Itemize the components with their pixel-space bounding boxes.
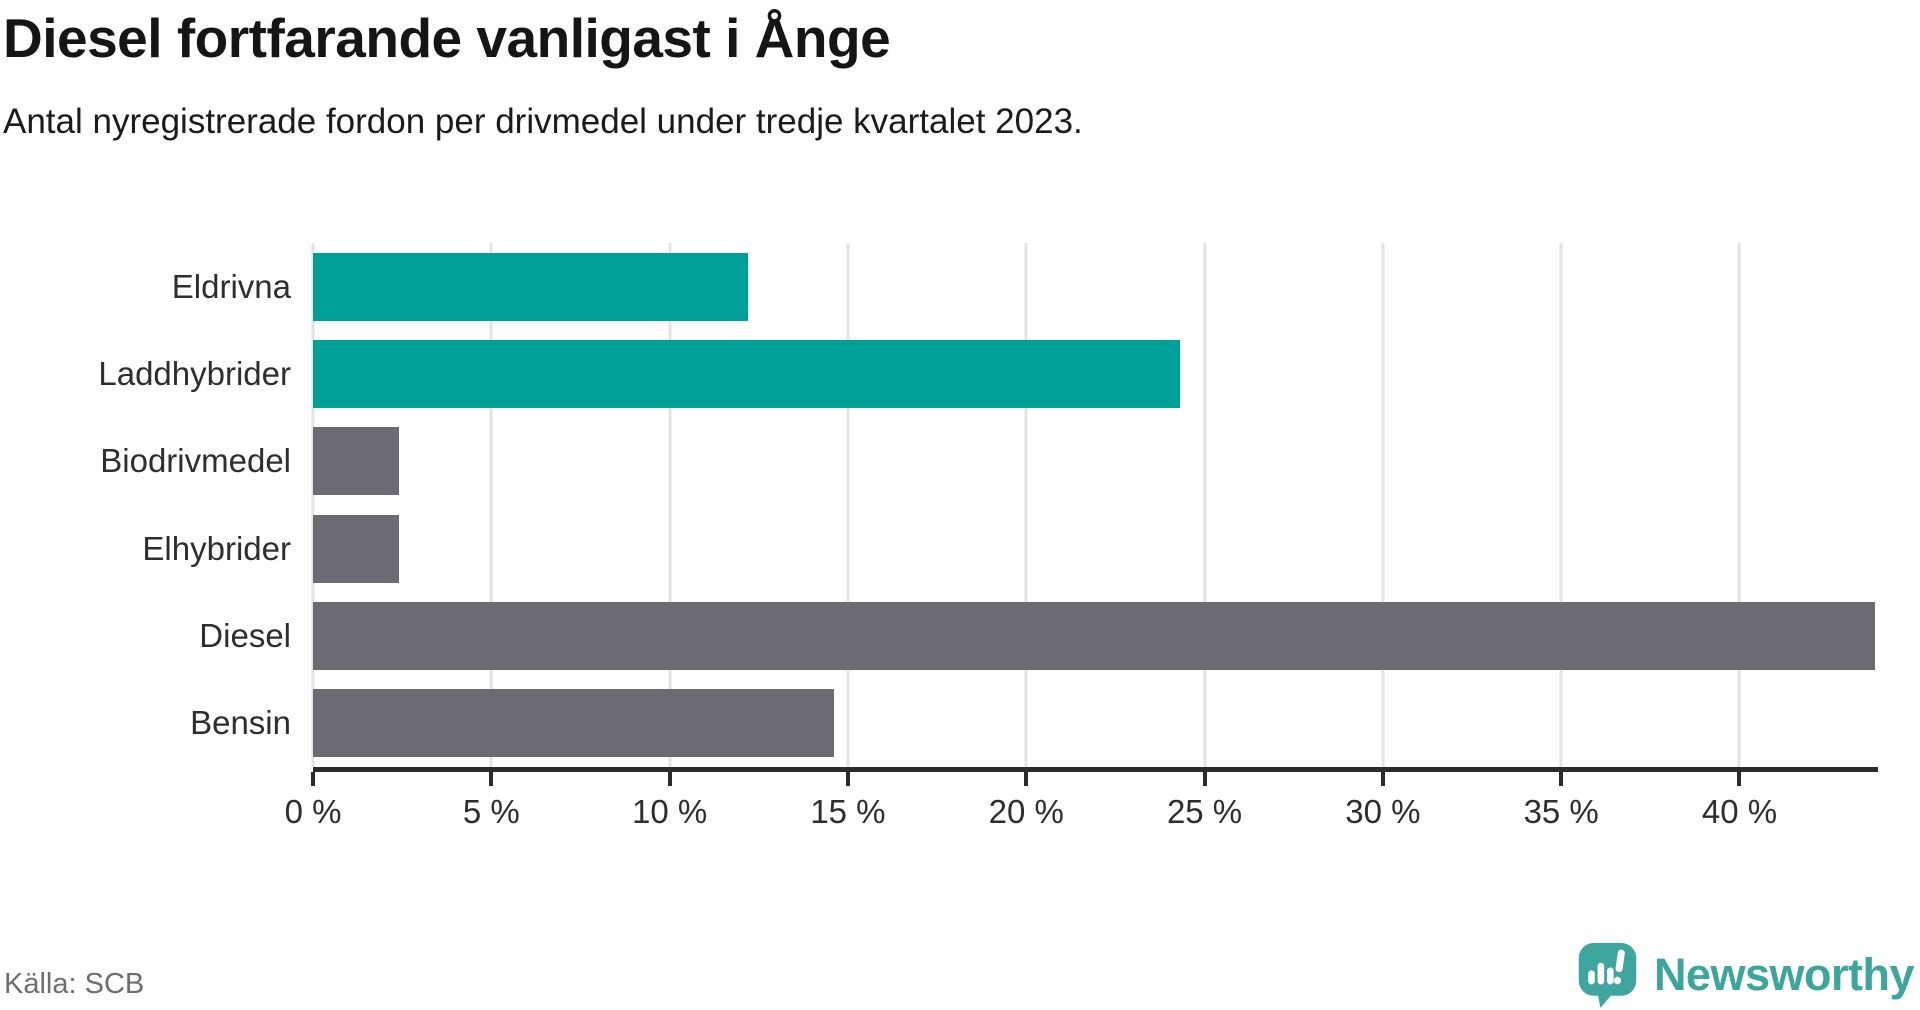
bar-row xyxy=(313,505,1875,592)
bar-elhybrider xyxy=(313,514,399,583)
gridline xyxy=(311,243,315,767)
newsworthy-wordmark: Newsworthy xyxy=(1653,949,1915,1000)
category-label: Elhybrider xyxy=(142,529,291,567)
chart-subtitle: Antal nyregistrerade fordon per drivmede… xyxy=(3,102,1083,141)
x-axis-tick-label: 30 % xyxy=(1345,793,1421,830)
x-axis-tick xyxy=(489,772,494,786)
bar-laddhybrider xyxy=(313,339,1180,408)
bars xyxy=(313,243,1875,767)
gridline xyxy=(489,243,493,767)
gridline xyxy=(1381,243,1385,767)
x-axis-tick-label: 40 % xyxy=(1701,793,1778,830)
x-axis-tick xyxy=(1559,772,1564,786)
y-axis-category-labels: Eldrivna Laddhybrider Biodrivmedel Elhybrid… xyxy=(0,243,291,767)
newsworthy-logo-icon xyxy=(1578,942,1637,1008)
newsworthy-logo: Newsworthy xyxy=(1576,942,1915,1008)
gridline xyxy=(1203,243,1207,767)
chart-title: Diesel fortfarande vanligast i Ånge xyxy=(3,7,891,69)
x-axis-tick-label: 25 % xyxy=(1166,793,1243,830)
bar-row xyxy=(313,592,1875,679)
x-axis-tick xyxy=(1380,772,1385,786)
category-label: Biodrivmedel xyxy=(100,442,291,480)
x-axis-line xyxy=(313,767,1878,772)
category-label: Eldrivna xyxy=(171,267,291,305)
gridline xyxy=(668,243,672,767)
gridline xyxy=(1737,243,1741,767)
x-axis-tick xyxy=(1202,772,1207,786)
bar-row xyxy=(313,680,1875,767)
category-label: Laddhybrider xyxy=(98,354,291,392)
x-axis-tick-label: 10 % xyxy=(632,793,708,830)
x-axis-tick-label: 15 % xyxy=(810,793,886,830)
x-axis-tick-label: 20 % xyxy=(988,793,1064,830)
category-label: Bensin xyxy=(190,704,291,742)
x-axis-tick-label: 5 % xyxy=(462,793,520,830)
x-axis-tick xyxy=(667,772,672,786)
x-axis-tick-label: 0 % xyxy=(284,793,342,830)
bar-row xyxy=(313,418,1875,505)
bar-bensin xyxy=(313,689,834,758)
gridline xyxy=(846,243,850,767)
gridline xyxy=(1559,243,1563,767)
bar-diesel xyxy=(313,601,1875,670)
x-axis-tick xyxy=(1737,772,1742,786)
category-label: Diesel xyxy=(199,616,291,654)
x-axis-tick xyxy=(845,772,850,786)
x-axis-tick xyxy=(311,772,315,786)
bar-row xyxy=(313,243,1875,330)
bar-chart-plot-area: 0 % 5 % 10 % 15 % 20 % 25 % 30 % 35 % 40 % xyxy=(285,243,1878,830)
gridline xyxy=(1024,243,1028,767)
bar-row xyxy=(313,330,1875,417)
source-label: Källa: SCB xyxy=(4,968,145,1000)
x-axis-tick-label: 35 % xyxy=(1523,793,1599,830)
bar-biodrivmedel xyxy=(313,427,399,496)
x-axis-tick xyxy=(1024,772,1029,786)
bar-eldrivna xyxy=(313,252,749,321)
